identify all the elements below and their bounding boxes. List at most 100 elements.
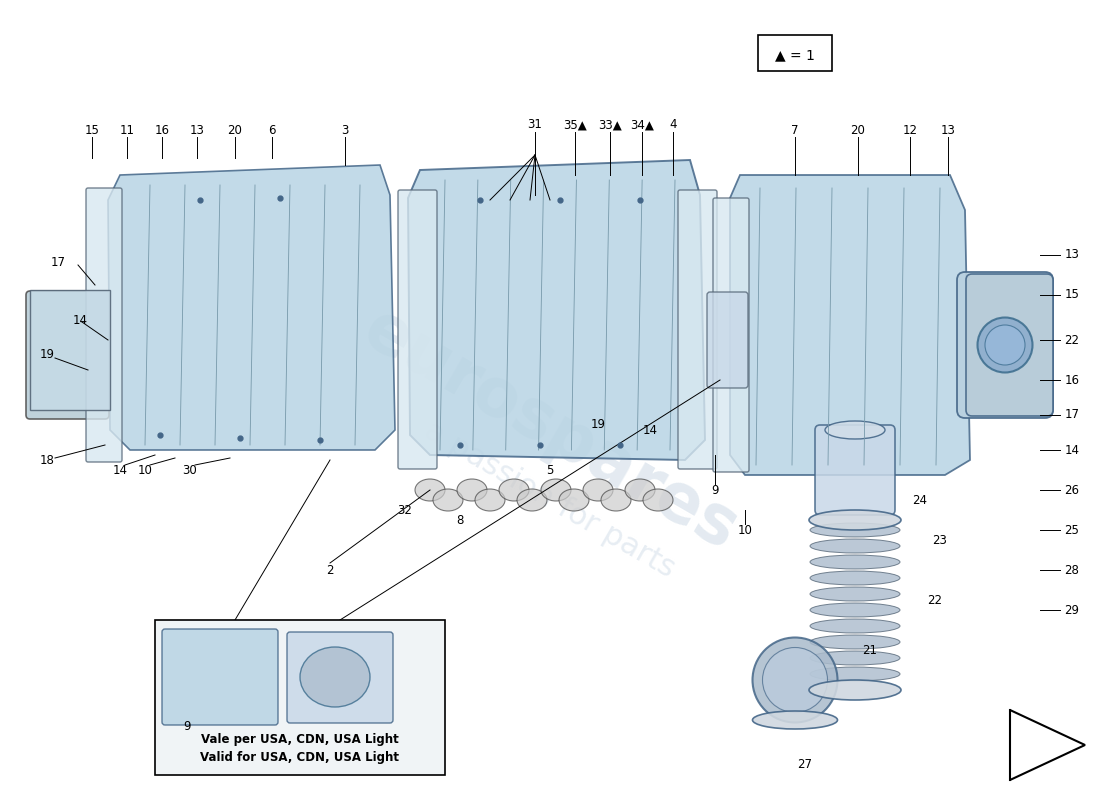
Text: 14: 14 [642, 423, 658, 437]
Text: 4: 4 [669, 118, 676, 131]
FancyBboxPatch shape [815, 425, 895, 515]
Ellipse shape [810, 555, 900, 569]
Ellipse shape [810, 571, 900, 585]
Ellipse shape [810, 523, 900, 537]
Ellipse shape [752, 638, 837, 722]
FancyBboxPatch shape [713, 198, 749, 472]
Text: 8: 8 [456, 514, 464, 526]
Polygon shape [108, 165, 395, 450]
Text: 2: 2 [327, 563, 333, 577]
Ellipse shape [978, 318, 1033, 373]
Text: 16: 16 [154, 123, 169, 137]
Text: 25: 25 [1065, 523, 1079, 537]
Text: 13: 13 [940, 123, 956, 137]
Text: Valid for USA, CDN, USA Light: Valid for USA, CDN, USA Light [200, 751, 399, 765]
Text: 14: 14 [1065, 443, 1079, 457]
Text: 12: 12 [902, 123, 917, 137]
Ellipse shape [601, 489, 631, 511]
FancyBboxPatch shape [966, 274, 1053, 416]
Text: 20: 20 [228, 123, 242, 137]
Text: eurospares: eurospares [351, 296, 749, 564]
Text: 18: 18 [40, 454, 54, 466]
FancyBboxPatch shape [162, 629, 278, 725]
Text: 24: 24 [913, 494, 927, 506]
Ellipse shape [810, 619, 900, 633]
Text: 7: 7 [791, 123, 799, 137]
Text: 14: 14 [73, 314, 88, 326]
Text: 22: 22 [927, 594, 943, 606]
Ellipse shape [810, 539, 900, 553]
Text: 17: 17 [1065, 409, 1079, 422]
FancyBboxPatch shape [26, 291, 109, 419]
Text: 29: 29 [1065, 603, 1079, 617]
Text: 6: 6 [268, 123, 276, 137]
Ellipse shape [825, 421, 886, 439]
Text: 16: 16 [1065, 374, 1079, 386]
Text: 13: 13 [1065, 249, 1079, 262]
Ellipse shape [984, 325, 1025, 365]
Text: 33▲: 33▲ [598, 118, 622, 131]
Text: 11: 11 [120, 123, 134, 137]
Text: 13: 13 [189, 123, 205, 137]
Ellipse shape [517, 489, 547, 511]
FancyBboxPatch shape [86, 188, 122, 462]
Ellipse shape [415, 479, 446, 501]
Ellipse shape [433, 489, 463, 511]
Ellipse shape [475, 489, 505, 511]
Text: 15: 15 [85, 123, 99, 137]
Polygon shape [730, 175, 970, 475]
Text: 30: 30 [183, 463, 197, 477]
FancyBboxPatch shape [957, 272, 1053, 418]
FancyBboxPatch shape [707, 292, 748, 388]
Text: 14: 14 [112, 463, 128, 477]
Text: Vale per USA, CDN, USA Light: Vale per USA, CDN, USA Light [201, 734, 399, 746]
Text: 21: 21 [862, 643, 878, 657]
Text: 10: 10 [138, 463, 153, 477]
Ellipse shape [752, 711, 837, 729]
Ellipse shape [810, 635, 900, 649]
Text: 23: 23 [933, 534, 947, 546]
Ellipse shape [499, 479, 529, 501]
Text: 27: 27 [798, 758, 813, 771]
Text: 20: 20 [850, 123, 866, 137]
Text: 3: 3 [341, 123, 349, 137]
Ellipse shape [583, 479, 613, 501]
Text: 9: 9 [184, 719, 190, 733]
Polygon shape [408, 160, 705, 460]
Ellipse shape [810, 651, 900, 665]
Ellipse shape [762, 647, 827, 713]
Polygon shape [30, 290, 110, 410]
Text: 15: 15 [1065, 289, 1079, 302]
Text: 32: 32 [397, 503, 412, 517]
Text: 34▲: 34▲ [630, 118, 653, 131]
Ellipse shape [300, 647, 370, 707]
Ellipse shape [625, 479, 654, 501]
Text: a passion for parts: a passion for parts [419, 416, 681, 584]
Text: 22: 22 [1065, 334, 1079, 346]
Text: 35▲: 35▲ [563, 118, 587, 131]
Text: 19: 19 [40, 349, 55, 362]
Ellipse shape [810, 587, 900, 601]
Text: 9: 9 [712, 483, 718, 497]
FancyBboxPatch shape [398, 190, 437, 469]
Text: ▲ = 1: ▲ = 1 [776, 48, 815, 62]
Text: 17: 17 [51, 255, 66, 269]
FancyBboxPatch shape [287, 632, 393, 723]
Text: 10: 10 [738, 523, 752, 537]
Ellipse shape [456, 479, 487, 501]
Text: 5: 5 [547, 463, 553, 477]
Ellipse shape [559, 489, 588, 511]
FancyBboxPatch shape [678, 190, 717, 469]
Text: 19: 19 [591, 418, 605, 431]
Text: 31: 31 [528, 118, 542, 131]
Ellipse shape [808, 510, 901, 530]
Ellipse shape [541, 479, 571, 501]
Text: 26: 26 [1065, 483, 1079, 497]
FancyBboxPatch shape [758, 35, 832, 71]
Ellipse shape [808, 680, 901, 700]
Text: 28: 28 [1065, 563, 1079, 577]
Bar [155, 620, 446, 775]
Ellipse shape [810, 603, 900, 617]
Ellipse shape [644, 489, 673, 511]
Ellipse shape [810, 667, 900, 681]
